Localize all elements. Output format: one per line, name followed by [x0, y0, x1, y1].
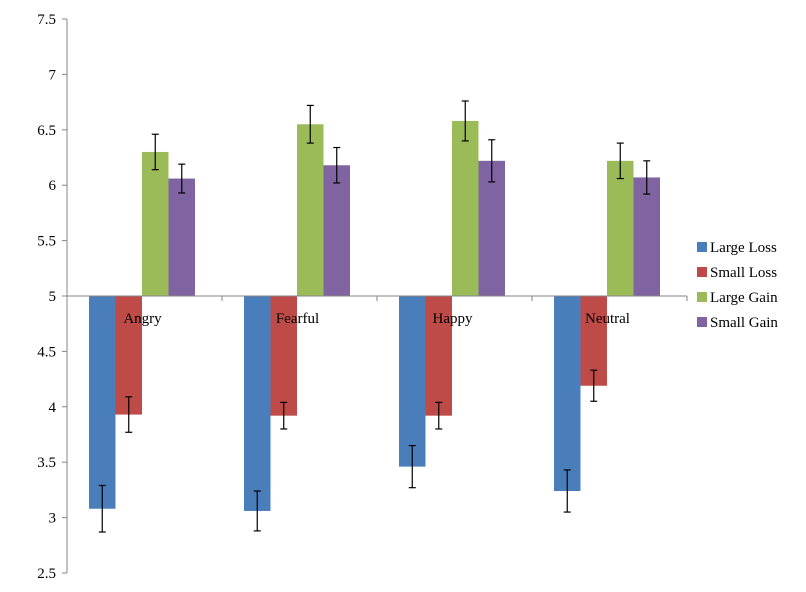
- baseline-axis: [66, 295, 688, 301]
- error-bar: [590, 369, 598, 402]
- y-tick-label: 7.5: [37, 12, 56, 28]
- legend-swatch-large-gain: [697, 292, 707, 302]
- bar-small-loss-fearful: [270, 296, 297, 416]
- error-bar: [408, 444, 416, 489]
- legend-swatch-small-loss: [697, 267, 707, 277]
- category-label-happy: Happy: [433, 311, 473, 327]
- legend-label-small-loss: Small Loss: [710, 265, 777, 281]
- error-bar: [461, 100, 469, 142]
- legend-swatch-small-gain: [697, 317, 707, 327]
- error-bar: [253, 490, 261, 532]
- y-tick-label: 4: [49, 400, 57, 416]
- bar-large-gain-neutral: [607, 160, 634, 296]
- error-bar: [280, 401, 288, 430]
- bar-large-gain-happy: [452, 120, 479, 296]
- category-label-fearful: Fearful: [276, 311, 319, 327]
- error-bar: [125, 396, 133, 433]
- legend: Large Loss Small Loss Large Gain Small Gain: [697, 240, 778, 331]
- error-bar: [435, 401, 443, 430]
- error-bar: [98, 484, 106, 533]
- bar-large-gain-fearful: [297, 124, 324, 296]
- error-bar: [151, 133, 159, 171]
- legend-label-large-loss: Large Loss: [710, 240, 777, 256]
- bar-large-loss-fearful: [244, 296, 271, 511]
- bar-small-gain-fearful: [323, 165, 350, 296]
- y-axis: 2.5 3 3.5 4 4.5 5 5.5 6 6.5 7 7.5: [37, 12, 68, 582]
- bar-large-loss-angry: [89, 296, 116, 509]
- bar-small-loss-happy: [425, 296, 452, 416]
- category-label-neutral: Neutral: [585, 311, 630, 327]
- bar-small-gain-neutral: [633, 177, 660, 296]
- y-tick-label: 6.5: [37, 123, 56, 139]
- bar-small-gain-happy: [478, 160, 505, 296]
- legend-label-large-gain: Large Gain: [710, 290, 778, 306]
- error-bar: [643, 160, 651, 195]
- error-bar: [616, 142, 624, 180]
- category-labels: Angry Fearful Happy Neutral: [123, 311, 630, 327]
- error-bar: [488, 139, 496, 183]
- bar-large-loss-neutral: [554, 296, 581, 492]
- bar-large-gain-angry: [142, 151, 169, 296]
- error-bar: [333, 146, 341, 184]
- y-tick-label: 5: [49, 289, 57, 305]
- legend-label-small-gain: Small Gain: [710, 315, 778, 331]
- y-tick-label: 3: [49, 511, 57, 527]
- y-tick-label: 5.5: [37, 234, 56, 250]
- y-tick-label: 3.5: [37, 455, 56, 471]
- error-bar: [178, 163, 186, 194]
- bars: [89, 100, 660, 533]
- y-tick-label: 6: [49, 178, 57, 194]
- error-bar: [306, 104, 314, 144]
- y-tick-label: 4.5: [37, 344, 56, 360]
- y-tick-label: 7: [49, 67, 57, 83]
- legend-swatch-large-loss: [697, 242, 707, 252]
- bar-small-gain-angry: [168, 178, 195, 296]
- bar-small-loss-angry: [115, 296, 142, 415]
- bar-large-loss-happy: [399, 296, 426, 467]
- category-label-angry: Angry: [123, 311, 162, 327]
- y-tick-label: 2.5: [37, 566, 56, 582]
- error-bar: [563, 469, 571, 513]
